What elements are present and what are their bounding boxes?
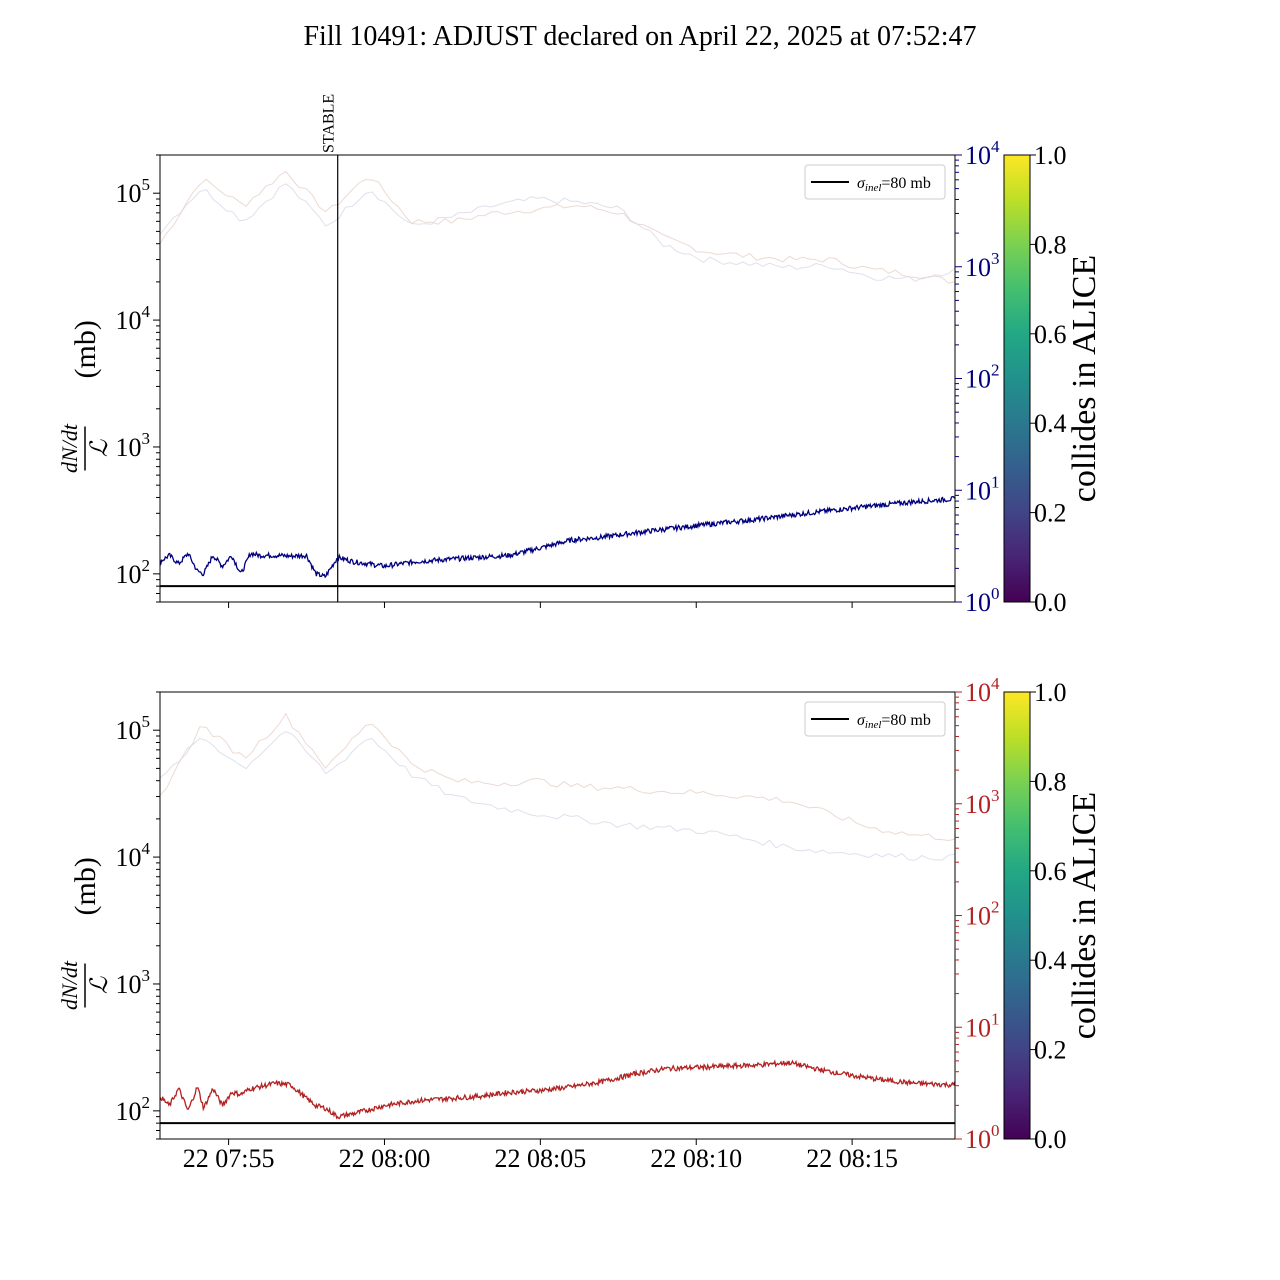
legend-box	[804, 164, 946, 200]
y-label-numerator: dN/dt	[57, 423, 82, 473]
colorbar-tick-label: 0.8	[1034, 230, 1067, 259]
colorbar-gradient	[1003, 691, 1031, 1140]
faint-series-2	[159, 731, 956, 861]
y-tick-label: 104	[116, 839, 151, 872]
right-tick-label: 104	[965, 137, 1000, 170]
y-axis-label: dN/dt ℒ (mb)	[57, 320, 113, 473]
faint-series-1	[159, 712, 956, 842]
y-tick-label: 102	[116, 1093, 151, 1126]
x-tick-label: 22 08:10	[650, 1144, 742, 1173]
panel-bottom: 102 103 104 105 100 101 102 103 104 22 07:55 22 08…	[57, 674, 1103, 1173]
y-label-denominator: ℒ	[87, 439, 113, 457]
right-tick-label: 102	[965, 361, 1000, 394]
colorbar-tick-label: 1.0	[1034, 141, 1067, 170]
y-label-denominator: ℒ	[87, 976, 113, 994]
stable-label: STABLE	[321, 94, 338, 153]
legend-label: σinel=80 mb	[857, 712, 931, 731]
colorbar-tick-label: 0.4	[1034, 946, 1067, 975]
colorbar-tick-label: 0.8	[1034, 767, 1067, 796]
colorbar: 0.0 0.2 0.4 0.6 0.8 1.0 collides in ALICE	[1003, 141, 1103, 617]
x-tick-label: 22 08:00	[339, 1144, 431, 1173]
right-tick-label: 104	[965, 674, 1000, 707]
main-series-line	[159, 495, 956, 579]
y-tick-label: 103	[116, 966, 151, 999]
colorbar-tick-label: 0.0	[1034, 1125, 1067, 1154]
legend: σinel=80 mb	[804, 701, 946, 737]
x-tick-label: 22 07:55	[183, 1144, 275, 1173]
y-label-unit: (mb)	[69, 320, 102, 378]
right-tick-label: 103	[965, 786, 1000, 819]
colorbar-tick-label: 0.2	[1034, 1036, 1067, 1065]
x-tick-label: 22 08:15	[806, 1144, 898, 1173]
main-series-line	[159, 1059, 956, 1120]
colorbar-tick-label: 1.0	[1034, 678, 1067, 707]
colorbar-label: collides in ALICE	[1066, 792, 1103, 1039]
colorbar-tick-label: 0.6	[1034, 857, 1067, 886]
legend-label: σinel=80 mb	[857, 175, 931, 194]
faint-series-2	[159, 183, 956, 282]
panel-top: STABLE 102 103 104 105 100 101 102 103 104 dN/dt ℒ (…	[57, 94, 1103, 617]
x-tick-label: 22 08:05	[494, 1144, 586, 1173]
colorbar-tick-label: 0.4	[1034, 409, 1067, 438]
plot-frame	[159, 154, 956, 603]
y-label-numerator: dN/dt	[57, 960, 82, 1010]
y-axis-label: dN/dt ℒ (mb)	[57, 857, 113, 1010]
y-tick-label: 102	[116, 556, 151, 589]
colorbar-tick-label: 0.0	[1034, 588, 1067, 617]
colorbar-tick-label: 0.2	[1034, 499, 1067, 528]
colorbar-tick-label: 0.6	[1034, 320, 1067, 349]
y-tick-label: 103	[116, 429, 151, 462]
right-tick-label: 101	[965, 1009, 1000, 1042]
legend: σinel=80 mb	[804, 164, 946, 200]
colorbar-gradient	[1003, 154, 1031, 603]
legend-box	[804, 701, 946, 737]
colorbar: 0.0 0.2 0.4 0.6 0.8 1.0 collides in ALICE	[1003, 678, 1103, 1154]
faint-series-1	[159, 170, 956, 284]
y-tick-label: 105	[116, 175, 151, 208]
right-tick-label: 102	[965, 898, 1000, 931]
right-tick-label: 103	[965, 249, 1000, 282]
figure-title: Fill 10491: ADJUST declared on April 22,…	[303, 21, 976, 52]
y-tick-label: 104	[116, 302, 151, 335]
right-tick-label: 101	[965, 472, 1000, 505]
right-tick-label: 100	[965, 1121, 1000, 1154]
right-tick-label: 100	[965, 584, 1000, 617]
colorbar-label: collides in ALICE	[1066, 255, 1103, 502]
y-tick-label: 105	[116, 712, 151, 745]
y-label-unit: (mb)	[69, 857, 102, 915]
